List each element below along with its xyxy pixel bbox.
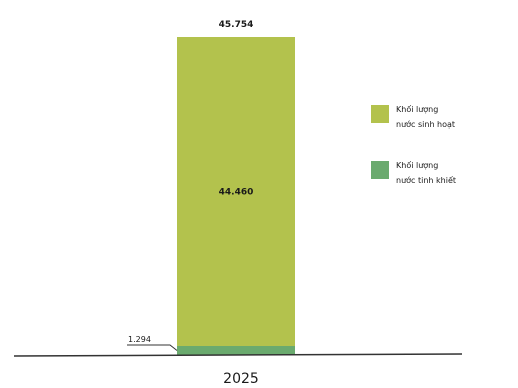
legend-label-sinh-hoat-line1: Khối lượng <box>396 104 438 114</box>
top-series-value-label: 44.460 <box>219 188 254 198</box>
bottom-value-leader-line <box>127 344 178 351</box>
x-category-label: 2025 <box>223 371 259 387</box>
legend: Khối lượng nước sinh hoạt Khối lượng nướ… <box>371 104 456 185</box>
legend-swatch-tinh-khiet <box>371 161 389 179</box>
legend-label-tinh-khiet-line2: nước tinh khiết <box>396 175 456 185</box>
bars-group <box>177 37 295 355</box>
bar-segment-0 <box>177 346 295 355</box>
legend-label-tinh-khiet-line1: Khối lượng <box>396 160 438 170</box>
legend-swatch-sinh-hoat <box>371 105 389 123</box>
bar-segment-1 <box>177 37 295 347</box>
bottom-series-value-label: 1.294 <box>128 335 151 344</box>
x-axis-line <box>13 353 463 357</box>
total-value-label: 45.754 <box>219 20 254 30</box>
legend-label-sinh-hoat-line2: nước sinh hoạt <box>396 119 455 130</box>
